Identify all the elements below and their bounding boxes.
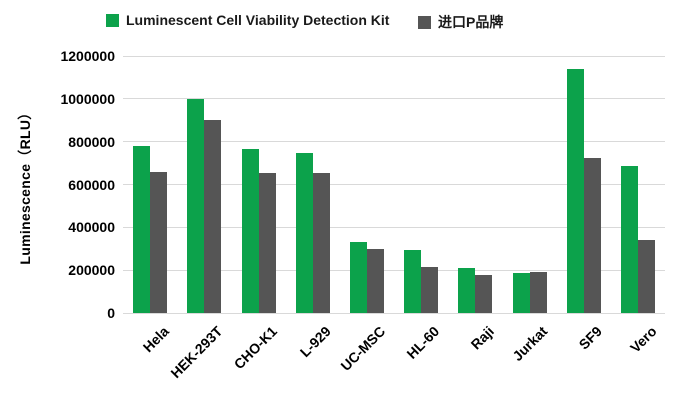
bar-import-sf9 [583,158,601,313]
legend-label-kit: Luminescent Cell Viability Detection Kit [126,12,390,28]
bar-import-hl-60 [421,267,439,313]
y-tick-label: 200000 [68,262,115,279]
bar-kit-uc-msc [349,242,367,313]
x-axis-label-cho-k1: CHO-K1 [230,323,280,373]
legend-swatch-gray [418,15,431,29]
bar-import-l-929 [312,173,330,313]
gridline [123,184,665,185]
bar-import-raji [475,275,493,313]
bar-kit-sf9 [566,69,584,313]
y-axis-title: Luminescence（RLU） [17,105,33,265]
bar-kit-vero [620,166,638,313]
bar-import-vero [637,240,655,313]
y-tick-label: 800000 [68,133,115,150]
gridline [123,269,665,271]
bar-kit-raji [458,268,476,313]
x-axis-label-vero: Vero [626,323,660,356]
bar-kit-hl-60 [404,250,422,313]
legend-item-import-brand: 进口P品牌 [418,12,503,32]
y-tick-label: 1000000 [60,90,115,107]
y-tick-label: 600000 [68,176,115,193]
legend-item-kit: Luminescent Cell Viability Detection Kit [106,12,389,28]
x-axis-label-sf9: SF9 [575,323,606,353]
y-tick-label: 1200000 [60,48,115,64]
bar-kit-l-929 [295,153,313,313]
x-axis-label-hela: Hela [139,323,172,356]
legend-label-import-brand: 进口P品牌 [438,14,504,30]
x-axis-label-l-929: L-929 [296,323,335,361]
bar-kit-cho-k1 [241,149,259,313]
x-axis-line [123,312,665,314]
bar-import-hek-293t [204,120,222,313]
x-axis-label-raji: Raji [467,323,497,353]
y-tick-label: 0 [107,305,115,321]
x-axis-label-jurkat: Jurkat [509,323,551,365]
gridline [123,226,665,228]
bar-import-cho-k1 [258,173,276,313]
gridline [123,98,665,100]
x-axis-label-uc-msc: UC-MSC [337,323,389,374]
bar-import-hela [150,172,168,313]
x-axis-label-hl-60: HL-60 [403,323,443,362]
y-tick-label: 400000 [68,219,115,236]
bar-import-jurkat [529,272,547,313]
legend-swatch-green [106,13,119,27]
gridline [123,141,665,143]
bar-import-uc-msc [366,249,384,313]
bar-kit-hek-293t [187,99,205,313]
bar-kit-jurkat [512,273,530,313]
x-axis-label-hek-293t: HEK-293T [167,323,226,382]
gridline [123,55,665,57]
bar-kit-hela [133,146,151,313]
